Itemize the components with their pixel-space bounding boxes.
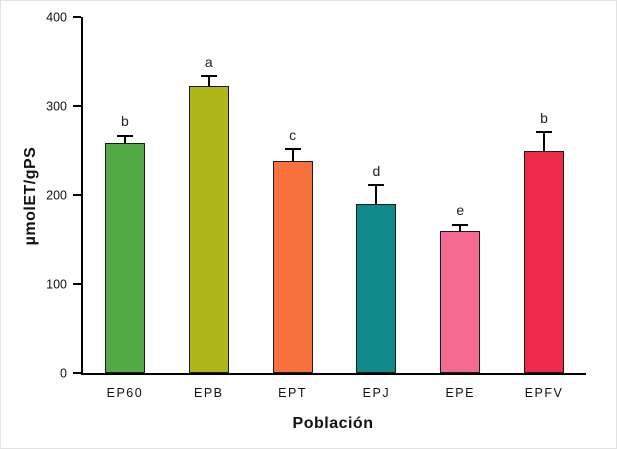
x-tick-label: EPFV bbox=[524, 386, 564, 400]
significance-label: b bbox=[540, 109, 548, 126]
bar bbox=[272, 161, 313, 373]
error-bar bbox=[200, 74, 217, 87]
x-tick-label: EPJ bbox=[362, 386, 391, 400]
bar-group: d EPJ bbox=[334, 17, 418, 400]
bar-group: e EPE bbox=[418, 17, 502, 400]
x-tick-label: EPE bbox=[445, 386, 475, 400]
y-tick-label: 100 bbox=[46, 276, 67, 291]
bar-group: b EP60 bbox=[83, 17, 167, 400]
significance-label: a bbox=[204, 53, 213, 70]
y-tick-label: 300 bbox=[46, 98, 67, 113]
x-axis-title: Población bbox=[292, 415, 374, 432]
y-tick-label: 200 bbox=[46, 187, 67, 202]
y-tick-mark bbox=[73, 372, 81, 374]
y-tick-mark bbox=[73, 16, 81, 18]
y-tick-mark bbox=[73, 105, 81, 107]
error-bar bbox=[368, 184, 385, 204]
y-tick-label: 400 bbox=[46, 9, 67, 24]
significance-label: b bbox=[121, 113, 129, 130]
x-tick-label: EP60 bbox=[106, 386, 144, 400]
error-bar bbox=[452, 223, 469, 231]
y-tick-label: 0 bbox=[60, 365, 67, 380]
error-bar bbox=[284, 147, 301, 162]
x-tick-label: EPB bbox=[193, 386, 224, 400]
bar-group: a EPB bbox=[167, 17, 251, 400]
error-bar bbox=[116, 134, 133, 144]
bar bbox=[104, 143, 145, 373]
bar-group: c EPT bbox=[251, 17, 335, 400]
bar bbox=[188, 86, 229, 373]
bar-group: b EPFV bbox=[502, 17, 586, 400]
bar bbox=[524, 150, 565, 373]
error-bar bbox=[536, 130, 553, 151]
plot-area: b EP60 a EPB c EPT d EPJ e EPE b EPFV 0 100 200 300 400 bbox=[46, 11, 586, 400]
significance-label: d bbox=[372, 163, 381, 180]
y-tick-mark bbox=[73, 283, 81, 285]
bar bbox=[440, 230, 481, 373]
significance-label: e bbox=[456, 202, 465, 219]
bar bbox=[356, 203, 397, 373]
x-tick-label: EPT bbox=[278, 386, 307, 400]
y-tick-mark bbox=[73, 194, 81, 196]
significance-label: c bbox=[289, 126, 297, 143]
